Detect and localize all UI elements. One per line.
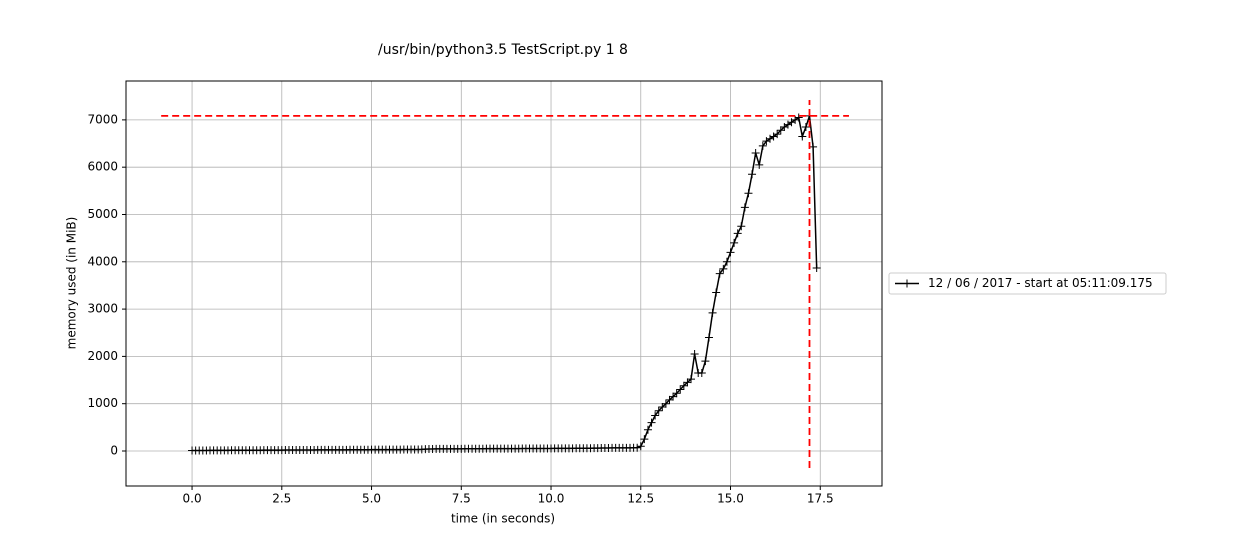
data-point [730, 238, 739, 247]
legend-marker [903, 279, 911, 288]
data-point [719, 264, 728, 273]
chart-title: /usr/bin/python3.5 TestScript.py 1 8 [378, 42, 628, 58]
data-point [755, 160, 764, 169]
x-tick-label: 0.0 [183, 492, 202, 506]
data-point [687, 375, 696, 384]
x-tick-label: 12.5 [627, 492, 654, 506]
data-point [812, 263, 821, 272]
x-axis-label: time (in seconds) [451, 512, 555, 526]
data-point [726, 248, 735, 257]
x-tick-label: 15.0 [717, 492, 744, 506]
legend-label: 12 / 06 / 2017 - start at 05:11:09.175 [928, 276, 1153, 290]
data-point [683, 378, 692, 387]
data-point [748, 170, 757, 179]
data-point [740, 203, 749, 212]
data-point [798, 132, 807, 141]
x-tick-label: 7.5 [452, 492, 471, 506]
data-point [654, 406, 663, 415]
y-axis-label: memory used (in MiB) [65, 217, 79, 350]
data-point [672, 389, 681, 398]
data-point [676, 385, 685, 394]
x-tick-label: 2.5 [272, 492, 291, 506]
x-tick-label: 10.0 [538, 492, 565, 506]
y-tick-label: 2000 [87, 349, 118, 363]
x-tick-label: 17.5 [807, 492, 834, 506]
y-tick-label: 4000 [87, 254, 118, 268]
data-point [636, 442, 645, 451]
data-point [661, 399, 670, 408]
data-point [722, 257, 731, 266]
data-point [643, 425, 652, 434]
y-tick-label: 6000 [87, 160, 118, 174]
data-point [701, 357, 710, 366]
data-point [737, 222, 746, 231]
y-tick-label: 1000 [87, 396, 118, 410]
data-point [744, 189, 753, 198]
data-point [658, 403, 667, 412]
data-point [773, 130, 782, 139]
data-point [776, 126, 785, 135]
x-tick-label: 5.0 [362, 492, 381, 506]
y-tick-label: 0 [110, 443, 118, 457]
data-point [640, 435, 649, 444]
y-tick-label: 5000 [87, 207, 118, 221]
legend-box [888, 272, 1167, 295]
data-point [794, 113, 803, 122]
data-point [712, 288, 721, 297]
data-point [679, 381, 688, 390]
y-tick-label: 7000 [87, 112, 118, 126]
data-point [647, 418, 656, 427]
data-point [733, 229, 742, 238]
axes-frame [125, 80, 883, 487]
data-point [704, 333, 713, 342]
data-point [715, 269, 724, 278]
data-point [690, 350, 699, 359]
data-point [809, 142, 818, 151]
data-point [633, 443, 642, 452]
data-point [651, 411, 660, 420]
y-tick-label: 3000 [87, 302, 118, 316]
data-point [708, 308, 717, 317]
data-point [758, 141, 767, 150]
data-point [801, 122, 810, 131]
data-point [665, 395, 674, 404]
data-point [751, 148, 760, 157]
data-point [669, 392, 678, 401]
data-point [697, 368, 706, 377]
